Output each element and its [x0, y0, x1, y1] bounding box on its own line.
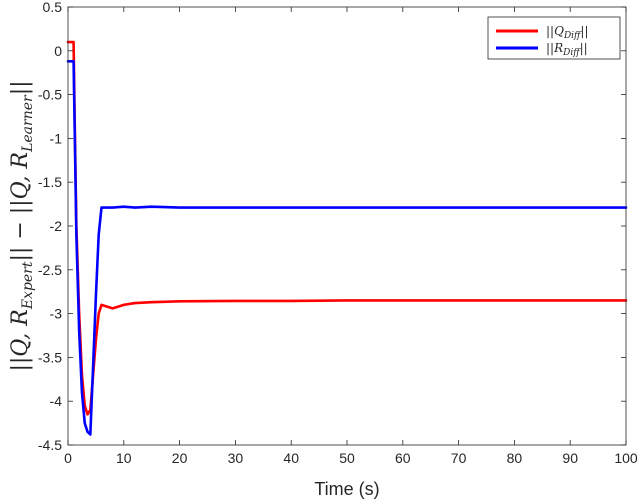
x-tick-label: 100: [614, 450, 638, 466]
x-tick-label: 80: [507, 450, 523, 466]
legend: ||QDiff|| ||RDiff||: [487, 16, 621, 60]
y-tick-label: -3: [50, 306, 63, 322]
y-tick-label: -2.5: [38, 262, 62, 278]
x-tick-label: 60: [395, 450, 411, 466]
y-tick-label: 0.5: [43, 0, 63, 15]
y-tick-label: -1: [50, 130, 63, 146]
y-tick-label: -2: [50, 218, 63, 234]
y-tick-label: 0: [54, 43, 62, 59]
y-tick-label: -4.5: [38, 437, 62, 453]
svg-text:||Q, RExpert|| − ||Q, RLearner: ||Q, RExpert|| − ||Q, RLearner||: [8, 80, 36, 371]
legend-box: [487, 16, 621, 60]
series-layer: [66, 40, 628, 436]
x-tick-label: 30: [228, 450, 244, 466]
y-axis-title: ||Q, RExpert|| − ||Q, RLearner||: [8, 80, 36, 371]
x-tick-label: 10: [116, 450, 132, 466]
plot-area: [68, 7, 626, 445]
series-line-r-diff: [66, 60, 628, 436]
x-axis-title: Time (s): [314, 479, 379, 499]
y-tick-label: -3.5: [38, 349, 62, 365]
y-tick-label: -0.5: [38, 87, 62, 103]
x-tick-label: 20: [172, 450, 188, 466]
x-tick-label: 70: [451, 450, 467, 466]
x-axis: 0 10 20 30 40 50 60 70 80 90 100: [64, 7, 638, 466]
x-tick-label: 0: [64, 450, 72, 466]
x-tick-label: 50: [339, 450, 355, 466]
y-tick-label: -1.5: [38, 174, 62, 190]
x-tick-label: 90: [562, 450, 578, 466]
y-tick-label: -4: [50, 393, 63, 409]
x-tick-label: 40: [283, 450, 299, 466]
y-axis: 0.5 0 -0.5 -1 -1.5 -2 -2.5 -3 -3.5 -4 -4.5: [38, 0, 626, 453]
